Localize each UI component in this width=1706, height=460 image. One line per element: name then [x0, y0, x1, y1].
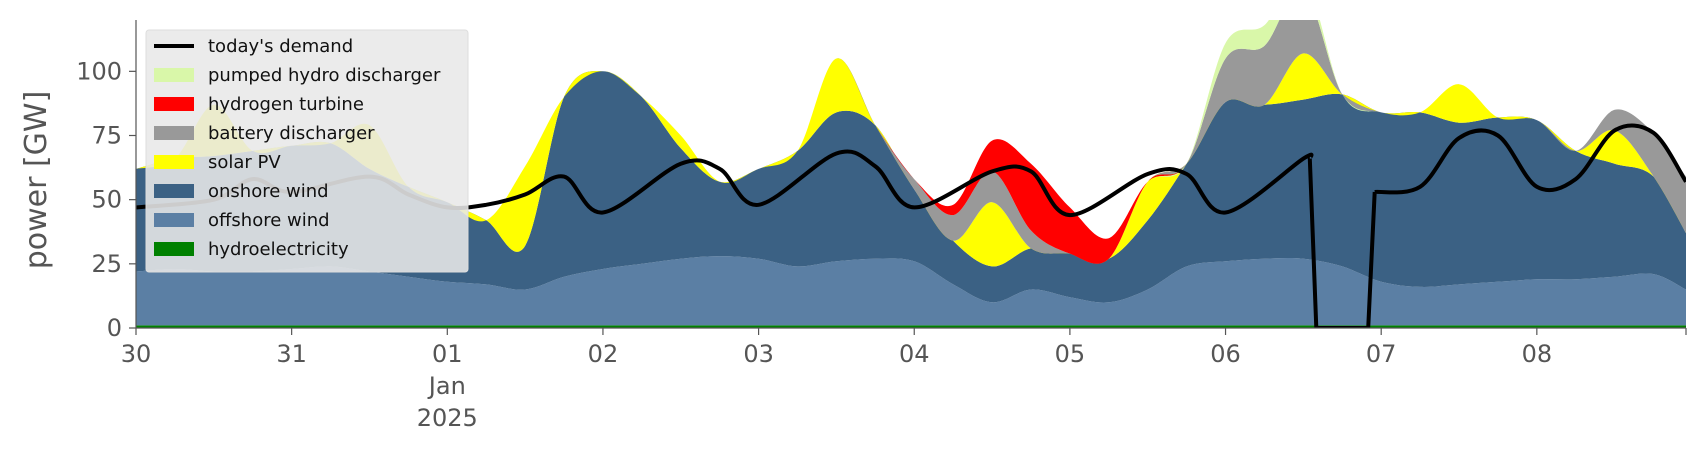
legend-item-battery-discharger: battery discharger	[154, 123, 375, 144]
legend-item-hydrogen-turbine: hydrogen turbine	[154, 94, 364, 115]
legend-swatch	[154, 242, 194, 256]
y-axis-title: power [GW]	[19, 91, 54, 270]
x-tick-label-03: 03	[743, 340, 774, 368]
x-tick-label-31: 31	[276, 340, 307, 368]
stacked-areas	[136, 20, 1686, 328]
x-tick-label-jan: Jan	[427, 372, 466, 400]
x-tick-label-30: 30	[121, 340, 152, 368]
x-tick-label-07: 07	[1366, 340, 1397, 368]
y-tick-label-50: 50	[91, 186, 122, 214]
x-tick-label-2025: 2025	[417, 404, 478, 432]
demand-line	[136, 123, 1686, 328]
y-tick-label-25: 25	[91, 250, 122, 278]
legend-label: pumped hydro discharger	[208, 65, 441, 86]
legend-swatch	[154, 213, 194, 227]
legend-box	[145, 29, 469, 273]
area-solar-pv	[136, 53, 1686, 267]
legend-label: today's demand	[208, 36, 353, 57]
x-tick-label-01: 01	[432, 340, 463, 368]
x-tick-label-05: 05	[1055, 340, 1086, 368]
x-tick-label-06: 06	[1210, 340, 1241, 368]
legend-label: onshore wind	[208, 181, 329, 202]
legend-label: battery discharger	[208, 123, 375, 144]
area-onshore-wind	[136, 71, 1686, 303]
legend-label: hydrogen turbine	[208, 94, 364, 115]
legend-swatch	[154, 155, 194, 169]
x-tick-label-04: 04	[899, 340, 930, 368]
x-tick-label-08: 08	[1522, 340, 1553, 368]
legend-label: hydroelectricity	[208, 239, 349, 260]
legend-swatch	[154, 126, 194, 140]
legend-item-solar-pv: solar PV	[154, 152, 281, 173]
legend-item-hydroelectricity: hydroelectricity	[154, 239, 349, 260]
y-tick-label-0: 0	[107, 314, 122, 342]
area-hydroelectricity	[136, 325, 1686, 328]
legend-label: solar PV	[208, 152, 281, 173]
legend-label: offshore wind	[208, 210, 330, 231]
legend-swatch	[154, 68, 194, 82]
legend-item-offshore-wind: offshore wind	[154, 210, 330, 231]
demand-layer	[136, 123, 1686, 328]
y-tick-label-100: 100	[76, 57, 122, 85]
legend-item-pumped-hydro-discharger: pumped hydro discharger	[154, 65, 441, 86]
x-tick-label-02: 02	[588, 340, 619, 368]
area-offshore-wind	[136, 256, 1686, 326]
legend-item-today-s-demand: today's demand	[154, 36, 353, 57]
legend-item-onshore-wind: onshore wind	[154, 181, 329, 202]
legend: today's demand pumped hydro discharger hyd…	[145, 29, 469, 273]
legend-swatch	[154, 97, 194, 111]
axes: 0 25 50 75 100 30 31 01 Jan 2025 02 03 04 05 06 07 08	[76, 20, 1687, 432]
legend-swatch	[154, 184, 194, 198]
y-tick-label-75: 75	[91, 122, 122, 150]
